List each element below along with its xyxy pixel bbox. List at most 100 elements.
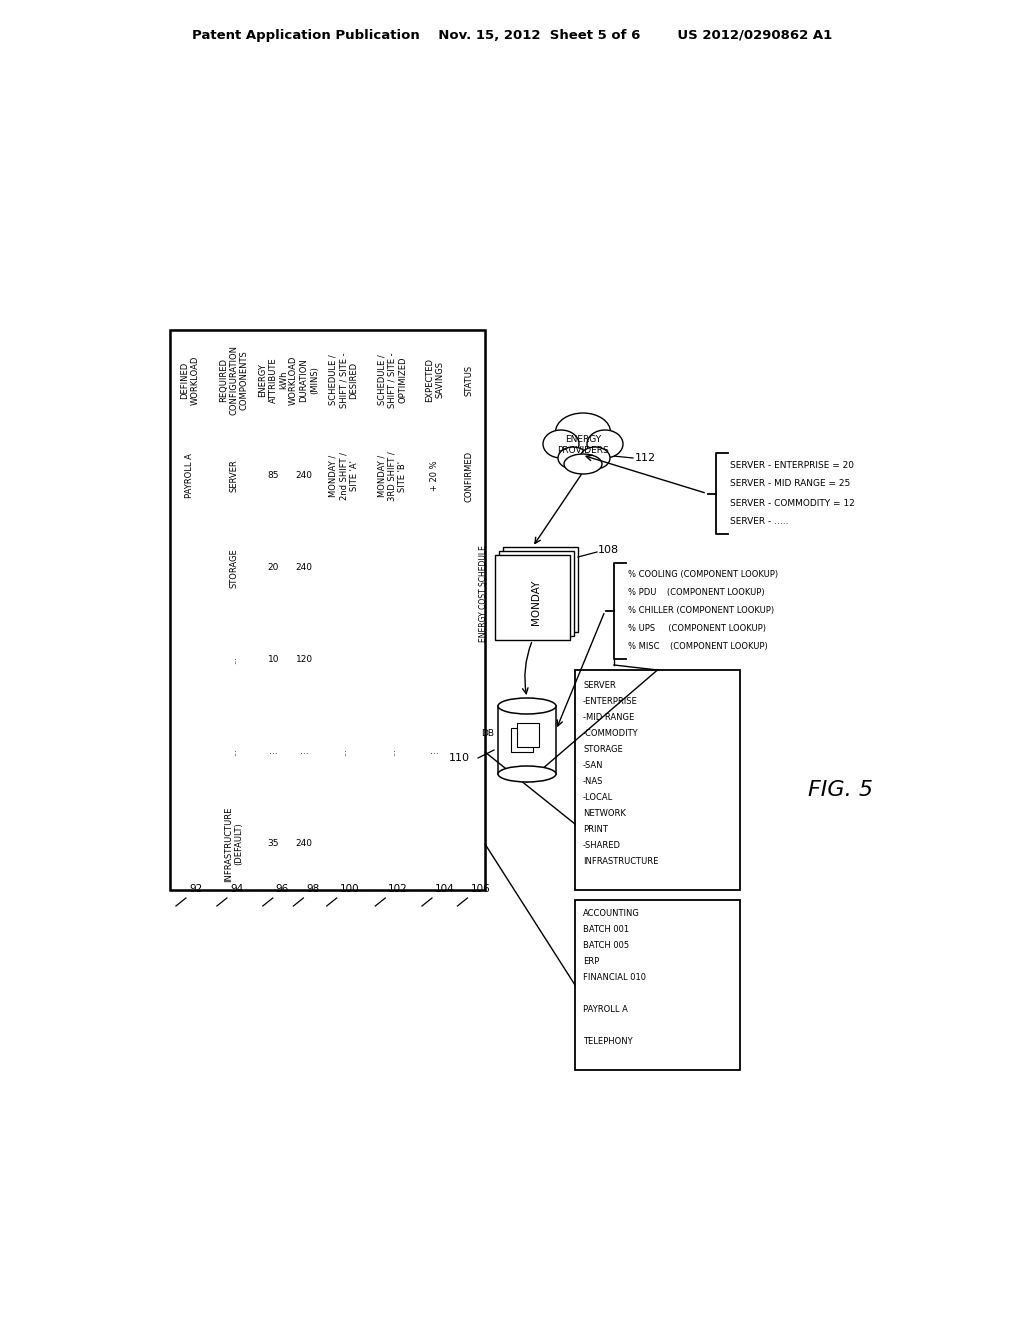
Text: -SHARED: -SHARED [583, 841, 621, 850]
Bar [368, 330, 417, 430]
Bar [417, 799, 453, 890]
Bar [453, 799, 485, 890]
Ellipse shape [587, 430, 623, 458]
Text: 240: 240 [296, 471, 312, 480]
Bar [368, 799, 417, 890]
Text: ...: ... [388, 748, 397, 756]
Text: 96: 96 [275, 884, 289, 894]
Text: MONDAY /
3RD SHIFT /
SITE 'B': MONDAY / 3RD SHIFT / SITE 'B' [378, 451, 408, 500]
Ellipse shape [498, 766, 556, 781]
Bar [319, 706, 368, 799]
Bar [289, 799, 319, 890]
Text: ...: ... [229, 748, 239, 756]
Bar [210, 799, 258, 890]
Bar [210, 614, 258, 706]
Bar [495, 554, 570, 640]
Bar [575, 671, 740, 890]
Text: PAYROLL A: PAYROLL A [583, 1006, 628, 1015]
Bar [517, 723, 539, 747]
Bar [319, 521, 368, 614]
Bar [319, 799, 368, 890]
Bar [453, 706, 485, 799]
Bar [499, 550, 574, 636]
Ellipse shape [543, 430, 579, 458]
Bar [503, 546, 578, 632]
Text: ...: ... [339, 748, 348, 756]
Text: SERVER - COMMODITY = 12: SERVER - COMMODITY = 12 [730, 499, 855, 507]
Text: ACCOUNTING: ACCOUNTING [583, 909, 640, 919]
Text: Patent Application Publication    Nov. 15, 2012  Sheet 5 of 6        US 2012/029: Patent Application Publication Nov. 15, … [191, 29, 833, 41]
Text: SERVER: SERVER [229, 459, 239, 492]
Bar [575, 900, 740, 1071]
Bar [417, 706, 453, 799]
Text: 100: 100 [340, 884, 359, 894]
Text: ENERGY
ATTRIBUTE
kWh: ENERGY ATTRIBUTE kWh [259, 358, 289, 403]
Bar [453, 521, 485, 614]
Text: -SAN: -SAN [583, 760, 603, 770]
Bar [498, 706, 556, 774]
Bar [170, 330, 210, 430]
Text: 120: 120 [296, 656, 312, 664]
Text: NETWORK: NETWORK [583, 808, 626, 817]
Text: ...: ... [300, 747, 308, 756]
Text: SERVER - MID RANGE = 25: SERVER - MID RANGE = 25 [730, 479, 850, 488]
Text: 108: 108 [598, 545, 620, 554]
Text: -MID RANGE: -MID RANGE [583, 713, 634, 722]
Bar [453, 614, 485, 706]
Bar [289, 330, 319, 430]
Text: -NAS: -NAS [583, 776, 603, 785]
Text: BATCH 005: BATCH 005 [583, 941, 629, 950]
Bar [258, 330, 289, 430]
Text: INFRASTRUCTURE: INFRASTRUCTURE [583, 857, 658, 866]
Bar [511, 729, 534, 752]
Bar [170, 706, 210, 799]
Bar [417, 430, 453, 521]
Bar [170, 330, 485, 890]
Text: SERVER - ENTERPRISE = 20: SERVER - ENTERPRISE = 20 [730, 461, 854, 470]
Text: SERVER: SERVER [583, 681, 615, 689]
Bar [453, 330, 485, 430]
Text: 85: 85 [267, 471, 280, 480]
Text: 102: 102 [388, 884, 408, 894]
Text: 104: 104 [435, 884, 455, 894]
Text: SCHEDULE /
SHIFT / SITE -
DESIRED: SCHEDULE / SHIFT / SITE - DESIRED [329, 352, 358, 408]
Text: REQUIRED
CONFIGURATION
COMPONENTS: REQUIRED CONFIGURATION COMPONENTS [219, 345, 249, 414]
Text: SCHEDULE /
SHIFT / SITE -
OPTIMIZED: SCHEDULE / SHIFT / SITE - OPTIMIZED [378, 352, 408, 408]
Bar [289, 430, 319, 521]
Bar [319, 430, 368, 521]
Bar [289, 614, 319, 706]
Text: -COMMODITY: -COMMODITY [583, 729, 639, 738]
Bar [210, 330, 258, 430]
Bar [289, 521, 319, 614]
Bar [368, 614, 417, 706]
Text: EXPECTED
SAVINGS: EXPECTED SAVINGS [425, 358, 444, 403]
Text: 240: 240 [296, 840, 312, 849]
Text: 35: 35 [267, 840, 280, 849]
Bar [368, 521, 417, 614]
Text: ERP: ERP [583, 957, 599, 966]
Bar [258, 706, 289, 799]
Text: ENERGY COST SCHEDULE: ENERGY COST SCHEDULE [478, 545, 487, 642]
Text: ENERGY
PROVIDERS: ENERGY PROVIDERS [557, 436, 609, 454]
Text: PAYROLL A: PAYROLL A [185, 454, 195, 499]
Bar [258, 521, 289, 614]
Bar [258, 430, 289, 521]
Bar [319, 330, 368, 430]
Text: 240: 240 [296, 564, 312, 573]
Text: INFRASTRUCTURE
(DEFAULT): INFRASTRUCTURE (DEFAULT) [224, 807, 244, 882]
Text: FINANCIAL 010: FINANCIAL 010 [583, 974, 646, 982]
Text: SERVER - .....: SERVER - ..... [730, 517, 788, 527]
Text: + 20 %: + 20 % [430, 461, 439, 491]
Bar [258, 799, 289, 890]
Text: -ENTERPRISE: -ENTERPRISE [583, 697, 638, 705]
Text: 92: 92 [189, 884, 202, 894]
Text: ...: ... [430, 747, 439, 756]
Text: STORAGE: STORAGE [229, 548, 239, 587]
Text: ...: ... [269, 747, 278, 756]
Bar [210, 430, 258, 521]
Text: STATUS: STATUS [464, 364, 473, 396]
Bar [417, 521, 453, 614]
Text: 106: 106 [470, 884, 490, 894]
Bar [368, 706, 417, 799]
Text: FIG. 5: FIG. 5 [808, 780, 872, 800]
